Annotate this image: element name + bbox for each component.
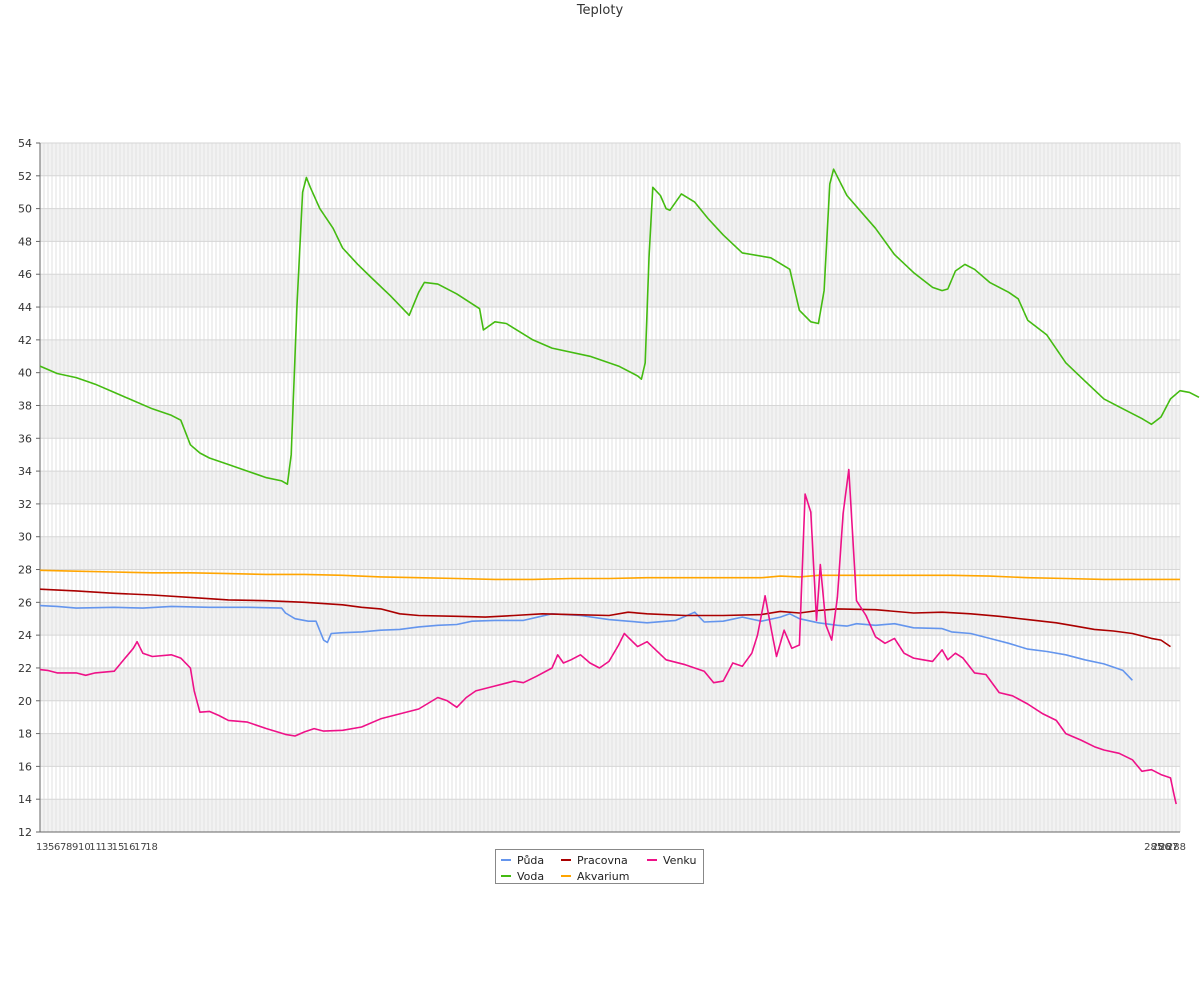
series-line-pracovna: [39, 588, 1171, 648]
y-tick-label: 38: [18, 399, 32, 412]
y-tick-label: 52: [18, 170, 32, 183]
x-tick-label: 286: [1152, 842, 1171, 853]
plot-band: [40, 471, 1180, 504]
legend-label: Půda: [517, 854, 545, 867]
y-tick-label: 46: [18, 268, 32, 281]
legend-label: Pracovna: [577, 854, 628, 867]
x-tick-label: 17: [134, 842, 147, 853]
y-tick-label: 22: [18, 662, 32, 675]
x-tick-label: 10: [78, 842, 91, 853]
y-tick-label: 30: [18, 531, 32, 544]
y-tick-label: 12: [18, 826, 32, 839]
series-line-voda: [39, 168, 1200, 486]
y-tick-label: 34: [18, 465, 32, 478]
y-tick-label: 36: [18, 432, 32, 445]
legend-label: Venku: [663, 854, 697, 867]
x-tick-label: 18: [145, 842, 158, 853]
series-line-akvarium: [39, 569, 1180, 581]
legend-item: Pracovna: [561, 854, 628, 867]
y-tick-label: 16: [18, 760, 32, 773]
legend-label: Akvarium: [577, 870, 630, 883]
x-tick-label: 9: [72, 842, 78, 853]
y-tick-label: 26: [18, 596, 32, 609]
plot-band: [40, 274, 1180, 308]
x-tick-label: 13: [100, 842, 113, 853]
y-tick-label: 44: [18, 301, 32, 314]
legend-swatch: [647, 859, 657, 861]
y-tick-label: 40: [18, 367, 32, 380]
legend-label: Voda: [517, 870, 545, 883]
series-line-venku: [39, 468, 1177, 805]
chart-title: Teploty: [576, 3, 624, 18]
x-tick-label: 288: [1167, 842, 1186, 853]
legend-item: Akvarium: [561, 870, 629, 883]
plot-band: [40, 339, 1180, 373]
plot-band: [40, 799, 1180, 832]
series-line-půda: [39, 604, 1133, 681]
y-tick-label: 14: [18, 793, 32, 806]
x-tick-label: 16: [123, 842, 136, 853]
x-tick-label: 7: [60, 842, 66, 853]
plot-band: [40, 536, 1180, 570]
y-tick-label: 48: [18, 235, 32, 248]
x-tick-label: 15: [112, 842, 125, 853]
series-lines: [39, 168, 1200, 805]
x-tick-label: 11: [89, 842, 102, 853]
plot-bands: [40, 143, 1180, 832]
plot-band: [40, 143, 1180, 176]
plot-band: [40, 405, 1180, 439]
y-tick-label: 50: [18, 203, 32, 216]
y-tick-label: 32: [18, 498, 32, 511]
y-tick-label: 42: [18, 334, 32, 347]
plot-band: [40, 667, 1180, 701]
plot-band: [40, 733, 1180, 767]
x-tick-label: 285: [1144, 842, 1163, 853]
x-tick-label: 1: [36, 842, 42, 853]
y-tick-label: 28: [18, 564, 32, 577]
y-axis-ticks: 12 14 16 18 20 22 24 26 28 30 32 34 36 38 40 42 44 46 48 50…: [18, 137, 40, 839]
legend-swatch: [561, 859, 571, 861]
legend: Půda Pracovna Venku Voda Akvarium: [495, 849, 704, 884]
legend-item: Venku: [647, 854, 696, 867]
y-tick-label: 18: [18, 728, 32, 741]
x-tick-label: 5: [48, 842, 54, 853]
y-tick-label: 20: [18, 695, 32, 708]
x-tick-label: 8: [66, 842, 72, 853]
y-tick-label: 54: [18, 137, 32, 150]
legend-item: Voda: [501, 870, 544, 883]
axes: [39, 143, 1180, 833]
x-tick-label: 3: [42, 842, 48, 853]
legend-swatch: [501, 859, 511, 861]
y-tick-label: 24: [18, 629, 32, 642]
legend-swatch: [561, 875, 571, 877]
x-tick-label: 287: [1159, 842, 1178, 853]
plot-band: [40, 208, 1180, 242]
legend-swatch: [501, 875, 511, 877]
legend-item: Půda: [501, 854, 544, 867]
x-tick-label: 6: [54, 842, 60, 853]
